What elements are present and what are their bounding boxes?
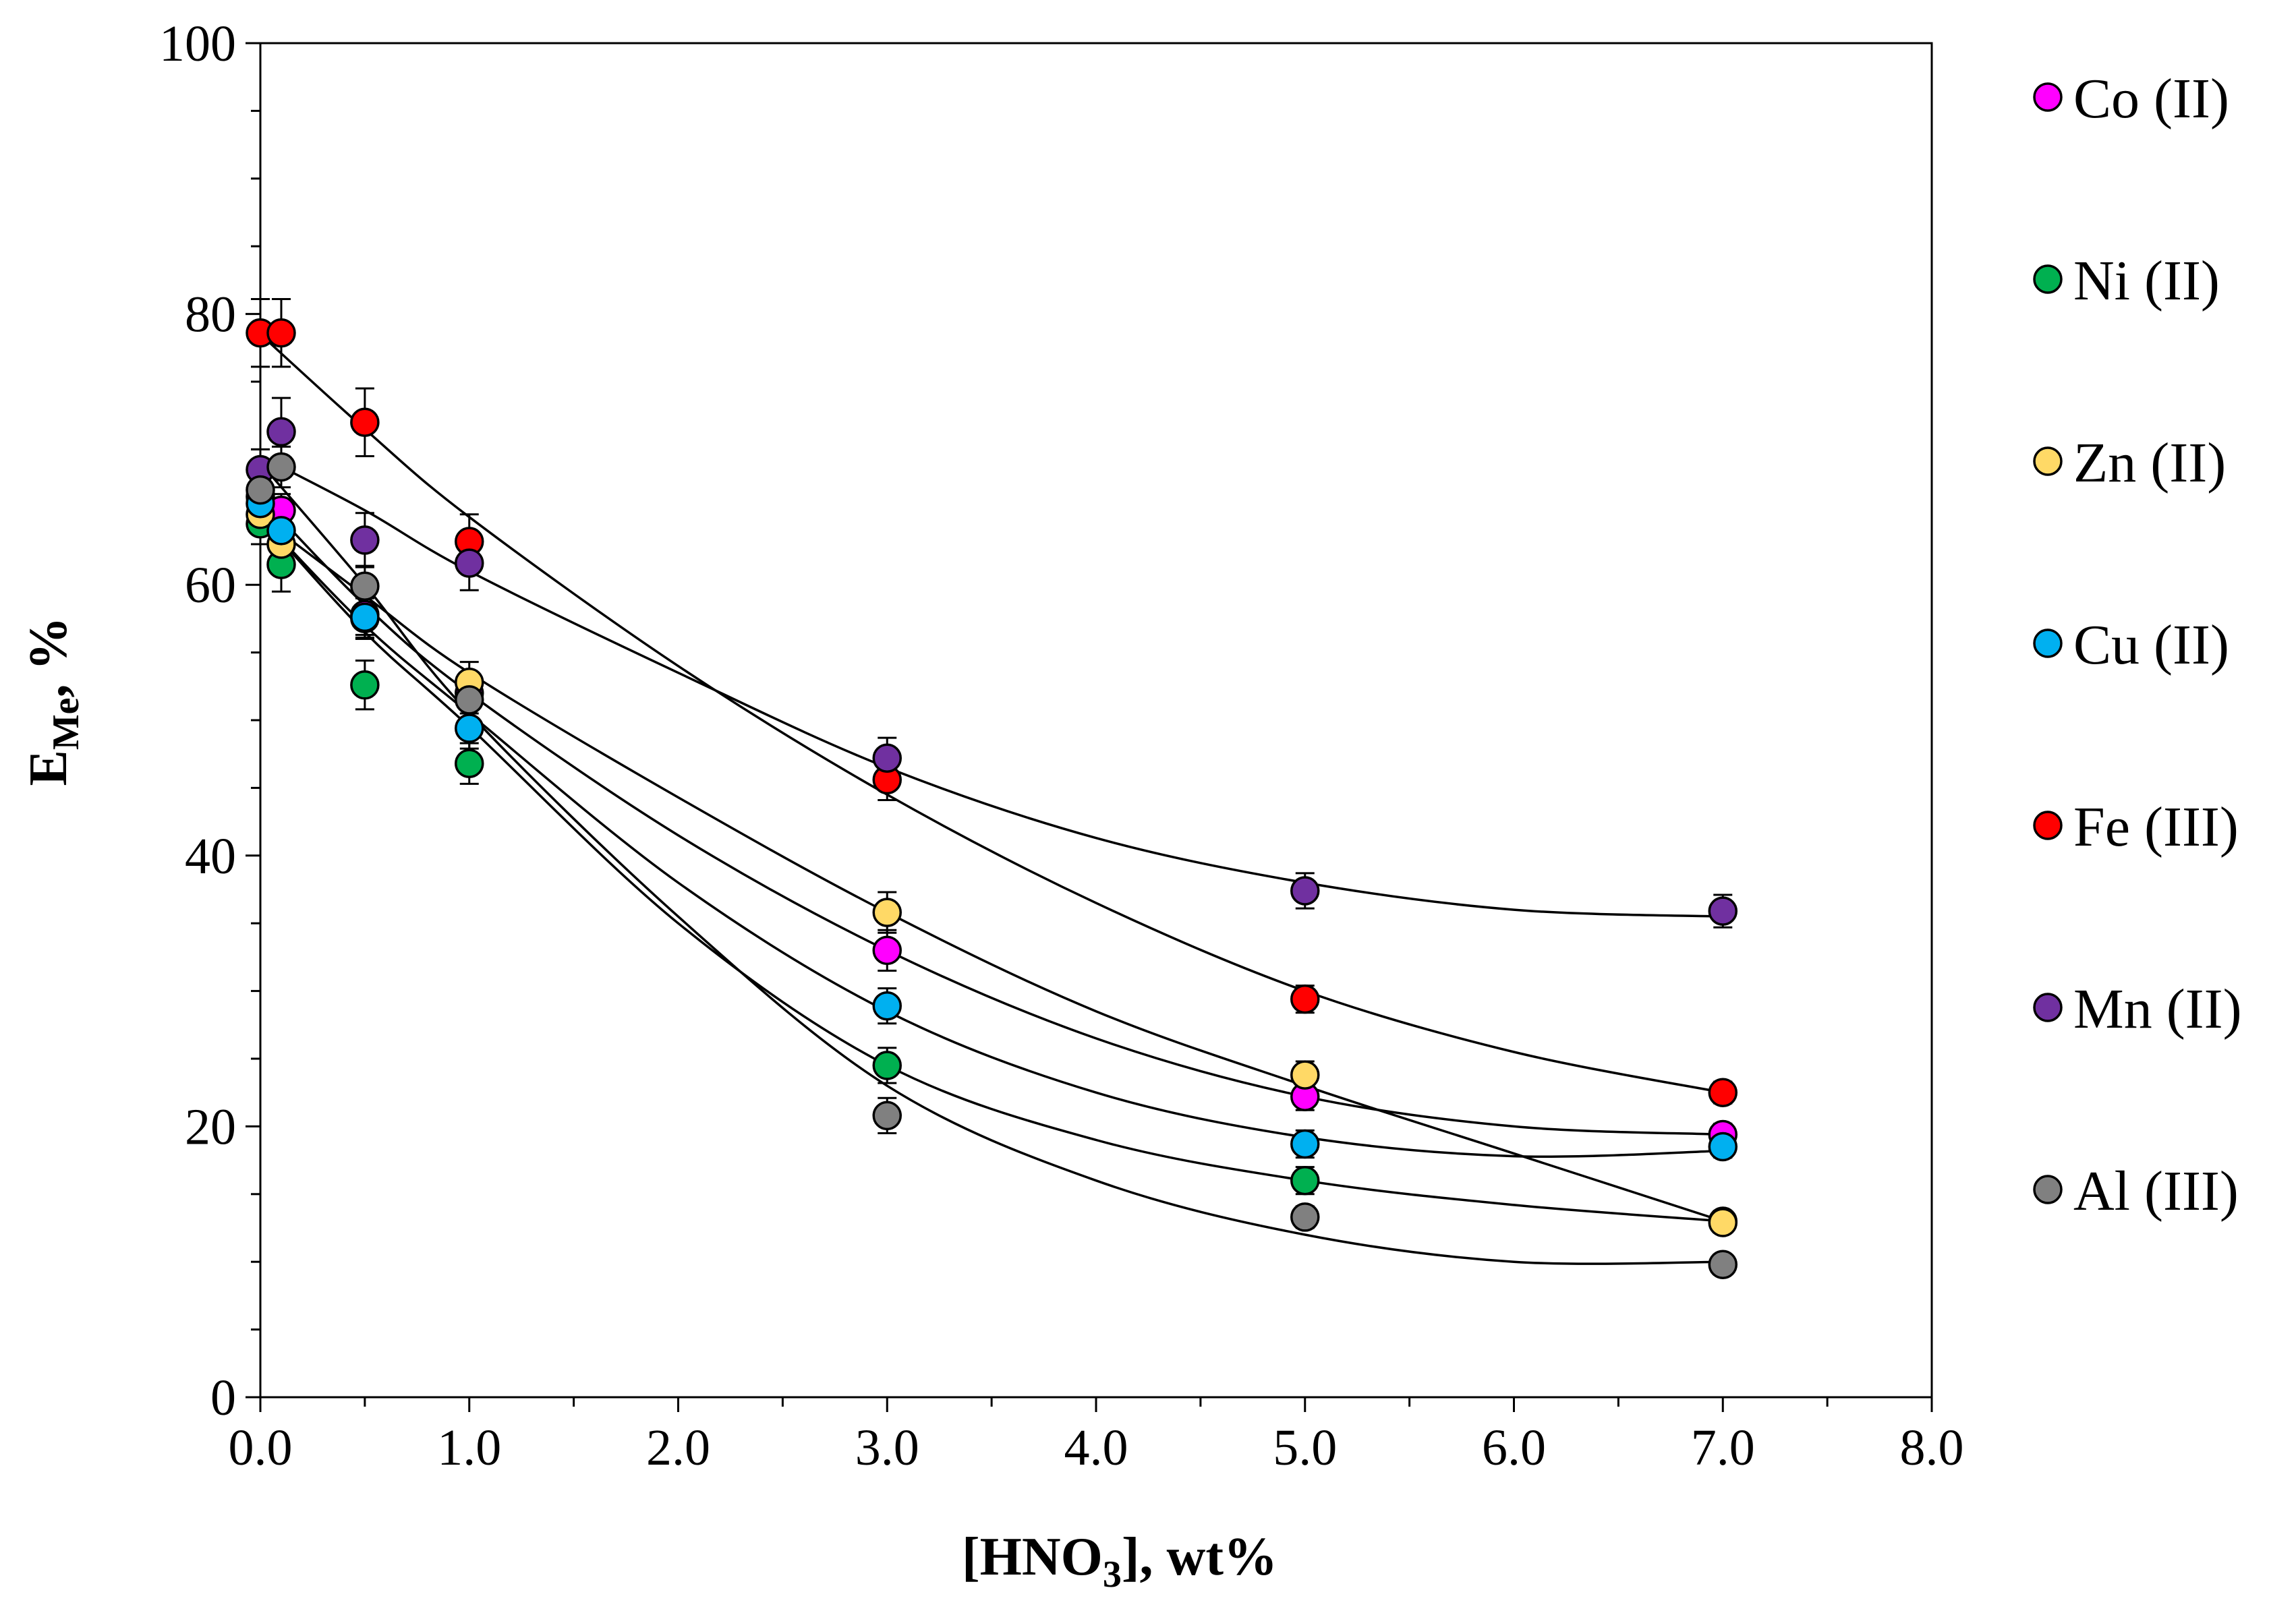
legend-marker-ni-ii <box>2033 264 2063 294</box>
legend-label-fe-iii: Fe (III) <box>2073 796 2239 858</box>
legend-label-ni-ii: Ni (II) <box>2073 250 2220 312</box>
data-points <box>246 318 1738 1279</box>
point-mn-ii <box>455 548 484 578</box>
point-al-iii <box>455 685 484 715</box>
legend-label-zn-ii: Zn (II) <box>2073 432 2226 494</box>
fit-line-cu-ii <box>259 516 1723 1158</box>
x-tick-label: 0.0 <box>229 1419 293 1476</box>
legend-label-cu-ii: Cu (II) <box>2073 614 2229 676</box>
point-cu-ii <box>350 602 380 633</box>
y-tick-label: 0 <box>210 1370 236 1426</box>
x-tick-label: 4.0 <box>1064 1419 1128 1476</box>
point-fe-iii <box>1708 1078 1738 1107</box>
y-tick-label: 40 <box>185 828 236 885</box>
point-cu-ii <box>1708 1132 1738 1162</box>
x-tick-label: 3.0 <box>855 1419 919 1476</box>
point-mn-ii <box>350 525 380 555</box>
x-tick-label: 1.0 <box>437 1419 501 1476</box>
point-al-iii <box>1290 1202 1320 1232</box>
point-ni-ii <box>1290 1165 1320 1196</box>
point-cu-ii <box>266 516 296 546</box>
point-zn-ii <box>1290 1060 1320 1090</box>
point-zn-ii <box>872 898 902 927</box>
point-fe-iii <box>266 318 296 348</box>
point-co-ii <box>872 935 902 966</box>
point-cu-ii <box>872 991 902 1021</box>
legend-label-mn-ii: Mn (II) <box>2073 978 2242 1040</box>
legend: Co (II) Ni (II) Zn (II) Cu (II) Fe (III) Mn (… <box>2033 67 2242 1223</box>
fit-line-zn-ii <box>259 516 1723 1223</box>
x-tick-label: 2.0 <box>646 1419 710 1476</box>
y-axis-title: EMe, % <box>19 616 87 786</box>
legend-label-al-iii: Al (III) <box>2073 1160 2239 1223</box>
point-al-iii <box>266 452 296 482</box>
point-al-iii <box>246 475 275 505</box>
plot-border <box>259 42 1933 1399</box>
point-mn-ii <box>266 417 296 447</box>
legend-label-co-ii: Co (II) <box>2073 67 2229 130</box>
fit-lines <box>259 333 1723 1265</box>
legend-marker-fe-iii <box>2033 811 2063 840</box>
point-mn-ii <box>1708 896 1738 926</box>
x-tick-label: 6.0 <box>1482 1419 1546 1476</box>
fit-line-al-iii <box>259 462 1723 1265</box>
point-al-iii <box>872 1101 902 1131</box>
legend-marker-zn-ii <box>2033 446 2063 476</box>
point-mn-ii <box>1290 876 1320 906</box>
fit-line-mn-ii <box>260 454 1723 918</box>
x-axis-title: [HNO3], wt% <box>962 1527 1278 1595</box>
legend-marker-cu-ii <box>2033 628 2063 658</box>
point-cu-ii <box>1290 1129 1320 1159</box>
x-tick-label: 8.0 <box>1900 1419 1964 1476</box>
y-tick-label: 60 <box>185 557 236 614</box>
y-tick-label: 80 <box>185 287 236 343</box>
point-al-iii <box>1708 1250 1738 1279</box>
plot-frame <box>259 42 1933 1399</box>
axis-ticks: 0.0 1.0 2.0 3.0 4.0 5.0 6.0 7.0 8.0 0 20 40 60 80 100 <box>159 16 1964 1476</box>
point-cu-ii <box>455 713 484 743</box>
y-tick-label: 100 <box>159 16 236 72</box>
fit-line-co-ii <box>259 496 1723 1136</box>
fit-line-ni-ii <box>259 516 1723 1223</box>
legend-marker-mn-ii <box>2033 993 2063 1022</box>
point-fe-iii <box>1290 984 1320 1014</box>
point-mn-ii <box>872 743 902 773</box>
point-ni-ii <box>455 749 484 779</box>
x-tick-label: 7.0 <box>1691 1419 1755 1476</box>
point-al-iii <box>350 571 380 601</box>
y-tick-label: 20 <box>185 1098 236 1155</box>
point-ni-ii <box>350 670 380 700</box>
point-ni-ii <box>872 1051 902 1080</box>
legend-marker-al-iii <box>2033 1175 2063 1204</box>
x-tick-label: 5.0 <box>1273 1419 1337 1476</box>
fit-line-fe-iii <box>259 333 1723 1094</box>
point-fe-iii <box>350 407 380 437</box>
legend-marker-co-ii <box>2033 82 2063 112</box>
point-zn-ii <box>1708 1208 1738 1237</box>
